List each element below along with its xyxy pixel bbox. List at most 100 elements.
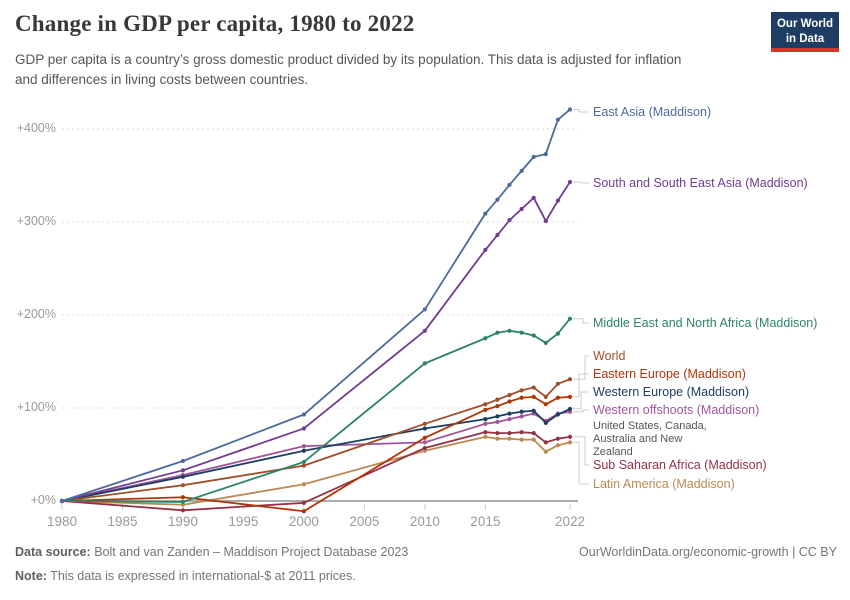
y-axis-label-400: +400% <box>16 121 56 135</box>
series-point-middle-east-and-north-africa-maddison-2018 <box>519 330 524 335</box>
owid-logo-line1: Our World <box>776 18 833 30</box>
legend-label-western-europe-maddison[interactable]: Western Europe (Maddison) <box>593 385 750 399</box>
owid-link[interactable]: OurWorldinData.org/economic-growth | CC … <box>579 545 837 559</box>
series-point-eastern-europe-maddison-2016 <box>495 404 500 409</box>
series-point-middle-east-and-north-africa-maddison-2010 <box>422 361 427 366</box>
series-point-middle-east-and-north-africa-maddison-2019 <box>531 333 536 338</box>
series-point-east-asia-maddison-1980 <box>59 498 65 504</box>
series-line-latin-america-maddison <box>61 435 571 506</box>
x-axis-label-2000: 2000 <box>288 514 319 529</box>
legend-label-south-and-south-east-asia-maddison[interactable]: South and South East Asia (Maddison) <box>593 176 808 190</box>
owid-logo[interactable]: Our World in Data <box>771 12 839 52</box>
series-point-sub-saharan-africa-maddison-2021 <box>555 436 561 441</box>
note-label: Note: <box>15 569 47 583</box>
series-point-western-europe-maddison-2016 <box>495 414 500 419</box>
series-point-world-1990 <box>180 483 186 488</box>
series-point-south-and-south-east-asia-maddison-2022 <box>567 179 573 185</box>
series-point-east-asia-maddison-2000 <box>301 412 307 417</box>
y-axis-label-100: +100% <box>16 400 56 414</box>
series-point-western-offshoots-maddison-2018 <box>519 414 524 419</box>
series-point-sub-saharan-africa-maddison-1990 <box>180 508 186 513</box>
series-point-sub-saharan-africa-maddison-2000 <box>301 500 307 505</box>
series-point-world-2010 <box>422 421 427 426</box>
series-point-east-asia-maddison-2022 <box>567 107 573 112</box>
legend-label-east-asia-maddison[interactable]: East Asia (Maddison) <box>593 105 712 119</box>
series-point-middle-east-and-north-africa-maddison-2021 <box>555 331 561 336</box>
series-point-latin-america-maddison-2020 <box>543 449 548 454</box>
series-point-south-and-south-east-asia-maddison-2015 <box>483 247 488 252</box>
legend-connector-middle-east-and-north-africa-maddison <box>573 318 589 324</box>
legend-connector-western-offshoots-maddison <box>573 409 589 413</box>
x-axis-label-2005: 2005 <box>349 514 380 529</box>
legend-connector-east-asia-maddison <box>573 108 589 113</box>
series-point-middle-east-and-north-africa-maddison-2015 <box>483 336 488 341</box>
series-point-east-asia-maddison-2020 <box>543 152 548 157</box>
x-axis-label-1995: 1995 <box>228 514 259 529</box>
x-axis-label-1990: 1990 <box>167 514 198 529</box>
x-axis-label-1980: 1980 <box>46 514 78 529</box>
series-point-east-asia-maddison-2015 <box>483 211 488 216</box>
legend-label-world[interactable]: World <box>593 349 626 363</box>
series-point-south-and-south-east-asia-maddison-2010 <box>422 328 427 333</box>
series-point-western-europe-maddison-2015 <box>483 417 488 422</box>
x-axis-label-2022: 2022 <box>554 514 586 529</box>
series-point-latin-america-maddison-2000 <box>301 482 307 487</box>
series-point-latin-america-maddison-2021 <box>555 443 561 448</box>
series-point-western-europe-maddison-2000 <box>301 448 307 453</box>
legend-connector-eastern-europe-maddison <box>573 373 589 398</box>
series-point-western-europe-maddison-2022 <box>567 406 573 412</box>
series-point-world-2015 <box>483 402 488 407</box>
series-point-eastern-europe-maddison-2022 <box>567 394 573 399</box>
series-point-sub-saharan-africa-maddison-2010 <box>422 445 427 451</box>
series-point-middle-east-and-north-africa-maddison-1990 <box>180 499 186 505</box>
series-point-western-offshoots-maddison-2000 <box>301 444 307 449</box>
legend-label-eastern-europe-maddison[interactable]: Eastern Europe (Maddison) <box>593 367 746 381</box>
series-point-world-2021 <box>555 381 561 386</box>
series-point-eastern-europe-maddison-2021 <box>555 395 561 400</box>
x-axis-label-2015: 2015 <box>470 514 501 529</box>
series-point-world-2000 <box>301 463 307 468</box>
legend-label-sub-saharan-africa-maddison[interactable]: Sub Saharan Africa (Maddison) <box>593 458 767 472</box>
series-line-middle-east-and-north-africa-maddison <box>61 317 571 503</box>
legend-note-western-offshoots-maddison-line-2: Australia and New <box>593 433 683 445</box>
series-point-eastern-europe-maddison-2020 <box>543 402 548 407</box>
legend-label-western-offshoots-maddison[interactable]: Western offshoots (Maddison) <box>593 403 760 417</box>
series-point-western-europe-maddison-2010 <box>422 426 427 431</box>
series-point-western-europe-maddison-2017 <box>507 411 512 416</box>
series-point-world-2022 <box>567 377 573 382</box>
series-point-sub-saharan-africa-maddison-2022 <box>567 434 573 439</box>
series-point-latin-america-maddison-2022 <box>567 440 573 445</box>
series-point-middle-east-and-north-africa-maddison-2022 <box>567 316 573 321</box>
series-point-latin-america-maddison-2019 <box>531 437 536 442</box>
series-point-latin-america-maddison-2015 <box>483 434 488 439</box>
series-point-world-2017 <box>507 392 512 398</box>
series-point-eastern-europe-maddison-1990 <box>180 495 186 500</box>
series-point-south-and-south-east-asia-maddison-2021 <box>555 198 561 203</box>
y-axis-label-300: +300% <box>16 214 56 228</box>
series-point-eastern-europe-maddison-2017 <box>507 399 512 404</box>
series-point-sub-saharan-africa-maddison-2015 <box>483 430 488 435</box>
legend-label-middle-east-and-north-africa-maddison[interactable]: Middle East and North Africa (Maddison) <box>593 316 818 330</box>
legend-connector-western-europe-maddison <box>573 391 589 410</box>
series-point-middle-east-and-north-africa-maddison-2000 <box>301 459 307 465</box>
data-source-label: Data source: <box>15 545 91 559</box>
series-line-eastern-europe-maddison <box>61 395 571 513</box>
series-point-eastern-europe-maddison-2019 <box>531 394 536 399</box>
series-point-world-2016 <box>495 397 500 402</box>
series-line-south-and-south-east-asia-maddison <box>61 181 571 502</box>
legend-connector-sub-saharan-africa-maddison <box>573 436 589 466</box>
series-point-western-offshoots-maddison-2017 <box>507 417 512 422</box>
series-line-world <box>61 378 571 502</box>
series-point-sub-saharan-africa-maddison-2018 <box>519 430 524 435</box>
data-source: Data source: Bolt and van Zanden – Maddi… <box>15 545 408 559</box>
series-line-sub-saharan-africa-maddison <box>61 431 571 512</box>
series-point-south-and-south-east-asia-maddison-2019 <box>531 195 536 200</box>
series-line-western-offshoots-maddison <box>61 410 571 502</box>
series-point-south-and-south-east-asia-maddison-2017 <box>507 218 512 223</box>
legend-label-latin-america-maddison[interactable]: Latin America (Maddison) <box>593 477 735 491</box>
series-line-western-europe-maddison <box>61 408 571 502</box>
series-point-latin-america-maddison-2018 <box>519 437 524 442</box>
series-point-latin-america-maddison-2017 <box>507 436 512 441</box>
